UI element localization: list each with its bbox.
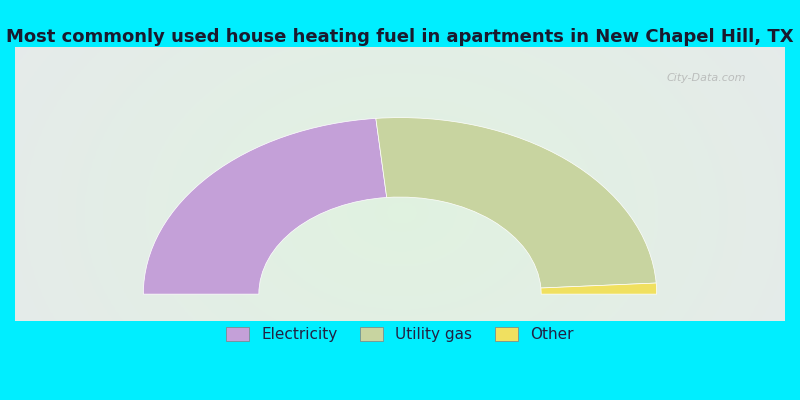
Wedge shape	[376, 118, 656, 288]
Legend: Electricity, Utility gas, Other: Electricity, Utility gas, Other	[220, 321, 580, 348]
Wedge shape	[143, 118, 386, 294]
Text: Most commonly used house heating fuel in apartments in New Chapel Hill, TX: Most commonly used house heating fuel in…	[6, 28, 794, 46]
Wedge shape	[541, 283, 657, 294]
Text: City-Data.com: City-Data.com	[667, 74, 746, 84]
